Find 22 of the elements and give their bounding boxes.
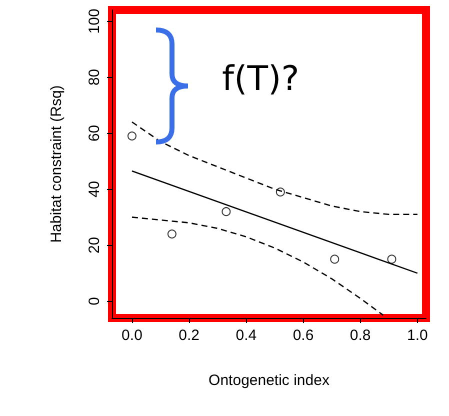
x-axis-title: Ontogenetic index	[208, 372, 330, 389]
annotation: f(T)?	[222, 59, 300, 99]
x-tick-label: 0.8	[350, 327, 371, 344]
y-tick-label: 0	[86, 297, 103, 306]
y-tick-label: 100	[86, 8, 103, 34]
point	[387, 254, 396, 264]
y-axis-title: Habitat constraint (Rsq)	[48, 85, 65, 243]
point	[127, 132, 136, 140]
x-tick-label: 0.2	[178, 327, 200, 344]
y-tick-label: 60	[86, 124, 103, 142]
y-tick-label: 20	[86, 236, 103, 254]
point	[167, 230, 176, 238]
x-tick-label: 0.0	[122, 327, 142, 344]
point	[222, 207, 231, 216]
y-tick-label: 80	[86, 68, 103, 86]
line-series	[131, 121, 418, 216]
line-series	[131, 216, 384, 316]
y-tick-label: 40	[86, 180, 103, 198]
point	[330, 254, 340, 264]
x-tick-label: 0.6	[292, 327, 314, 344]
x-tick-label: 1.0	[407, 327, 428, 344]
x-tick-label: 0.4	[236, 327, 257, 344]
